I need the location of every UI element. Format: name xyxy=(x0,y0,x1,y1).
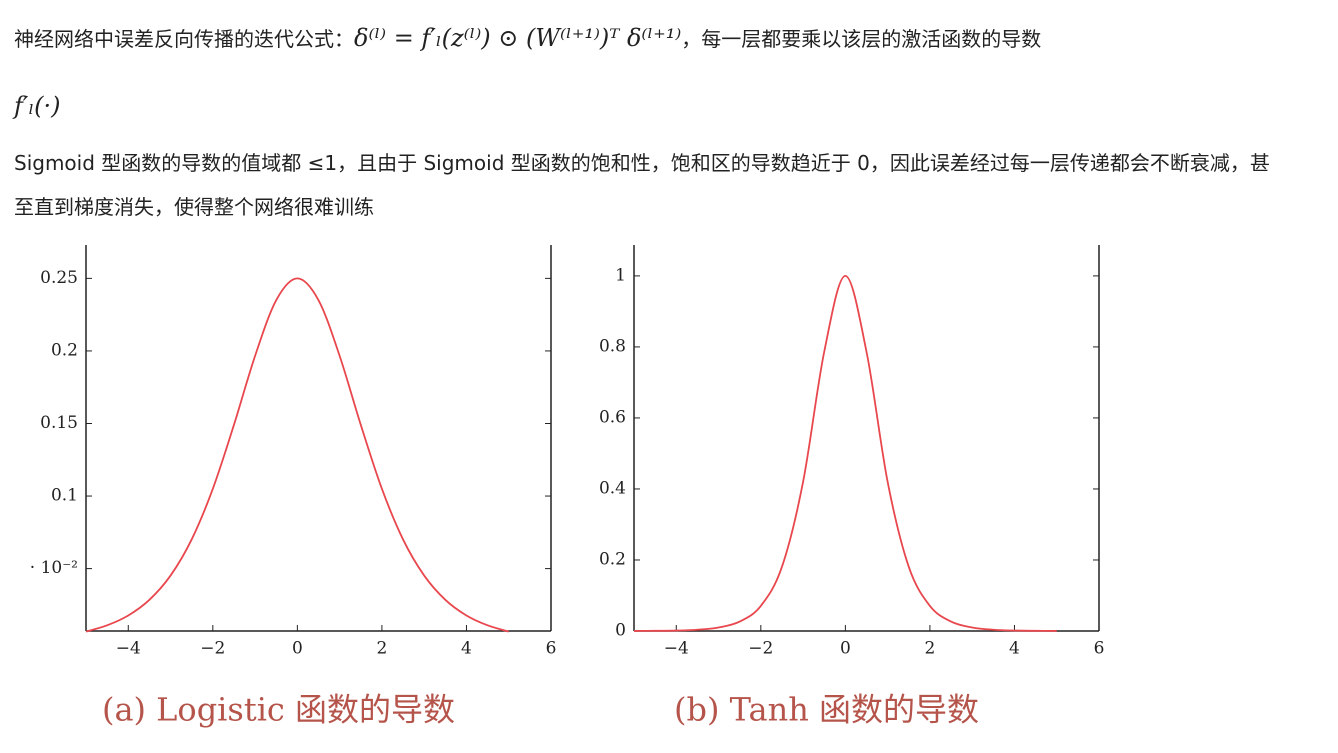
intro-end: ，每一层都要乘以该层的激活函数的导数 xyxy=(681,27,1042,51)
x-tick-label: −2 xyxy=(200,639,225,659)
intro-text: 神经网络中误差反向传播的迭代公式： xyxy=(14,27,354,51)
formula: δ⁽ˡ⁾ = f′ₗ(z⁽ˡ⁾) ⊙ (W⁽ˡ⁺¹⁾)ᵀ δ⁽ˡ⁺¹⁾ xyxy=(354,24,682,52)
y-tick-label: 0.2 xyxy=(51,340,78,360)
y-tick-label: 0.2 xyxy=(599,549,626,569)
y-tick-label: 0.15 xyxy=(40,413,78,433)
x-tick-label: 0 xyxy=(292,639,303,659)
y-tick-label: 0.8 xyxy=(599,336,626,356)
y-tick-label: 0 xyxy=(615,621,626,641)
y-tick-label: 0.6 xyxy=(599,407,626,427)
formula2: f′ₗ(·) xyxy=(14,92,61,120)
chart-caption: (b) Tanh 函数的导数 xyxy=(674,691,979,729)
paragraph: Sigmoid 型函数的导数的值域都 ≤1，且由于 Sigmoid 型函数的饱和… xyxy=(14,151,1270,219)
x-tick-label: −4 xyxy=(116,639,141,659)
y-tick-label: 0.25 xyxy=(40,268,78,288)
x-tick-label: 0 xyxy=(840,639,851,659)
x-tick-label: 6 xyxy=(1094,639,1105,659)
y-tick-label: 0.4 xyxy=(599,478,626,498)
y-tick-label: · 10⁻² xyxy=(30,558,78,578)
x-tick-label: 2 xyxy=(376,639,387,659)
y-tick-label: 1 xyxy=(615,265,626,285)
intro-line: 神经网络中误差反向传播的迭代公式：δ⁽ˡ⁾ = f′ₗ(z⁽ˡ⁾) ⊙ (W⁽ˡ… xyxy=(14,18,1041,59)
curve xyxy=(633,274,1057,632)
x-tick-label: 2 xyxy=(924,639,935,659)
chart-caption: (a) Logistic 函数的导数 xyxy=(102,691,455,729)
x-tick-label: −4 xyxy=(664,639,689,659)
x-tick-label: 4 xyxy=(1009,639,1020,659)
x-tick-label: 6 xyxy=(546,639,557,659)
x-tick-label: 4 xyxy=(461,639,472,659)
x-tick-label: −2 xyxy=(748,639,773,659)
y-tick-label: 0.1 xyxy=(51,486,78,506)
curve xyxy=(85,277,509,633)
